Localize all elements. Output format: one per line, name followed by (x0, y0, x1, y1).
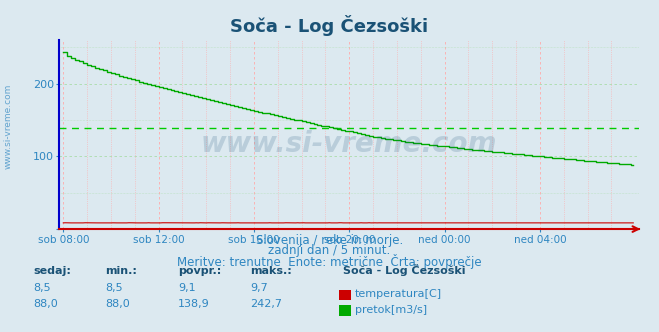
Text: 88,0: 88,0 (33, 299, 58, 309)
Text: sedaj:: sedaj: (33, 266, 71, 276)
Text: temperatura[C]: temperatura[C] (355, 290, 442, 299)
Text: www.si-vreme.com: www.si-vreme.com (3, 83, 13, 169)
Text: 8,5: 8,5 (105, 283, 123, 292)
Text: 9,7: 9,7 (250, 283, 268, 292)
Text: min.:: min.: (105, 266, 137, 276)
Text: 8,5: 8,5 (33, 283, 51, 292)
Text: pretok[m3/s]: pretok[m3/s] (355, 305, 426, 315)
Text: 9,1: 9,1 (178, 283, 196, 292)
Text: Slovenija / reke in morje.: Slovenija / reke in morje. (256, 234, 403, 247)
Text: Soča - Log Čezsoški: Soča - Log Čezsoški (231, 15, 428, 36)
Text: 88,0: 88,0 (105, 299, 130, 309)
Text: Meritve: trenutne  Enote: metrične  Črta: povprečje: Meritve: trenutne Enote: metrične Črta: … (177, 254, 482, 269)
Text: www.si-vreme.com: www.si-vreme.com (201, 130, 498, 158)
Text: 138,9: 138,9 (178, 299, 210, 309)
Text: 242,7: 242,7 (250, 299, 283, 309)
Text: Soča - Log Čezsoški: Soča - Log Čezsoški (343, 264, 465, 276)
Text: povpr.:: povpr.: (178, 266, 221, 276)
Text: maks.:: maks.: (250, 266, 292, 276)
Text: zadnji dan / 5 minut.: zadnji dan / 5 minut. (268, 244, 391, 257)
